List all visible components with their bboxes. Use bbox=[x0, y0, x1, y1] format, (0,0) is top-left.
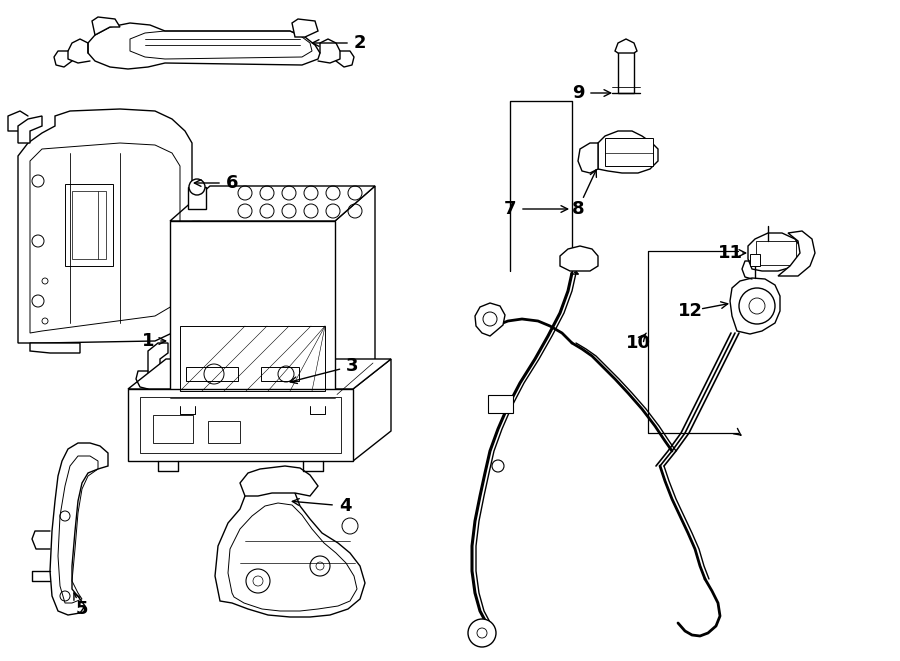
Polygon shape bbox=[92, 17, 120, 35]
Bar bbox=[188, 187, 206, 209]
Bar bbox=[756, 241, 796, 265]
Polygon shape bbox=[88, 23, 320, 69]
Bar bbox=[140, 397, 341, 453]
Text: 9: 9 bbox=[572, 84, 584, 102]
Text: 1: 1 bbox=[142, 332, 154, 350]
Polygon shape bbox=[148, 343, 168, 406]
Text: 3: 3 bbox=[346, 357, 358, 375]
Polygon shape bbox=[50, 443, 108, 615]
Bar bbox=[180, 326, 325, 391]
Text: 6: 6 bbox=[226, 174, 239, 192]
Polygon shape bbox=[292, 19, 318, 37]
Bar bbox=[618, 51, 634, 93]
Polygon shape bbox=[598, 131, 658, 173]
Bar bbox=[488, 395, 513, 413]
Polygon shape bbox=[578, 143, 598, 173]
Polygon shape bbox=[240, 466, 318, 496]
Bar bbox=[750, 254, 760, 266]
Text: 12: 12 bbox=[678, 302, 703, 320]
Text: 10: 10 bbox=[626, 334, 651, 352]
Text: 2: 2 bbox=[354, 34, 366, 52]
Polygon shape bbox=[128, 359, 391, 389]
Text: 4: 4 bbox=[338, 497, 351, 515]
Polygon shape bbox=[475, 303, 505, 336]
Bar bbox=[208, 421, 240, 443]
Bar bbox=[153, 415, 193, 443]
Polygon shape bbox=[730, 278, 780, 334]
Bar bbox=[261, 367, 299, 381]
Polygon shape bbox=[215, 481, 365, 617]
Circle shape bbox=[468, 619, 496, 647]
Polygon shape bbox=[18, 116, 42, 143]
Polygon shape bbox=[18, 109, 200, 343]
Bar bbox=[170, 221, 335, 406]
Bar bbox=[72, 191, 106, 259]
Bar bbox=[128, 389, 353, 461]
Polygon shape bbox=[335, 186, 375, 406]
Polygon shape bbox=[748, 233, 802, 271]
Polygon shape bbox=[615, 39, 637, 53]
Text: 11: 11 bbox=[717, 244, 742, 262]
Polygon shape bbox=[353, 359, 391, 461]
Bar bbox=[605, 138, 653, 166]
Circle shape bbox=[189, 179, 205, 195]
Bar bbox=[186, 367, 238, 381]
Polygon shape bbox=[30, 343, 80, 353]
Text: 8: 8 bbox=[572, 200, 584, 218]
Text: 5: 5 bbox=[76, 600, 88, 618]
Polygon shape bbox=[560, 246, 598, 271]
Bar bbox=[65, 184, 113, 266]
Text: 7: 7 bbox=[504, 200, 517, 218]
Circle shape bbox=[739, 288, 775, 324]
Polygon shape bbox=[778, 231, 815, 276]
Polygon shape bbox=[170, 186, 375, 221]
